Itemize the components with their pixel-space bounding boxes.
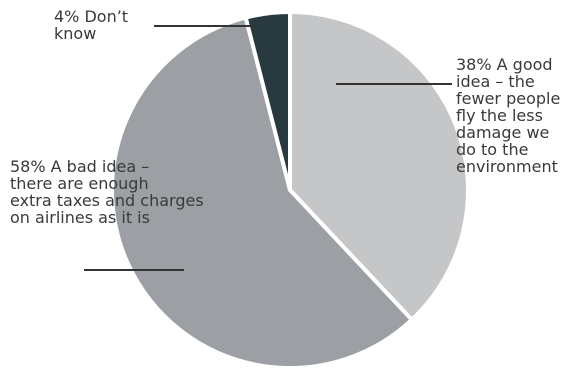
label-line: environment — [456, 157, 558, 176]
pie-slice-good-idea — [288, 10, 470, 322]
label-line: extra taxes and charges — [10, 191, 204, 210]
label-line: idea – the — [456, 72, 535, 91]
label-line: 4% Don’t — [54, 7, 129, 26]
slice-label-bad-idea: 58% A bad idea – there are enough extra … — [10, 158, 204, 226]
label-line: 38% A good — [456, 55, 553, 74]
pie-slice-bad-idea — [110, 15, 414, 369]
slice-label-dont-know: 4% Don’t know — [54, 8, 128, 42]
label-line: on airlines as it is — [10, 208, 150, 227]
pie-slice-dont-know — [243, 10, 292, 192]
label-line: do to the — [456, 140, 529, 159]
label-line: there are enough — [10, 174, 149, 193]
label-line: damage we — [456, 123, 550, 142]
label-line: fly the less — [456, 106, 543, 125]
label-line: 58% A bad idea – — [10, 157, 150, 176]
slice-label-good-idea: 38% A good idea – the fewer people fly t… — [456, 56, 560, 175]
label-line: fewer people — [456, 89, 561, 108]
label-line: know — [54, 24, 97, 43]
